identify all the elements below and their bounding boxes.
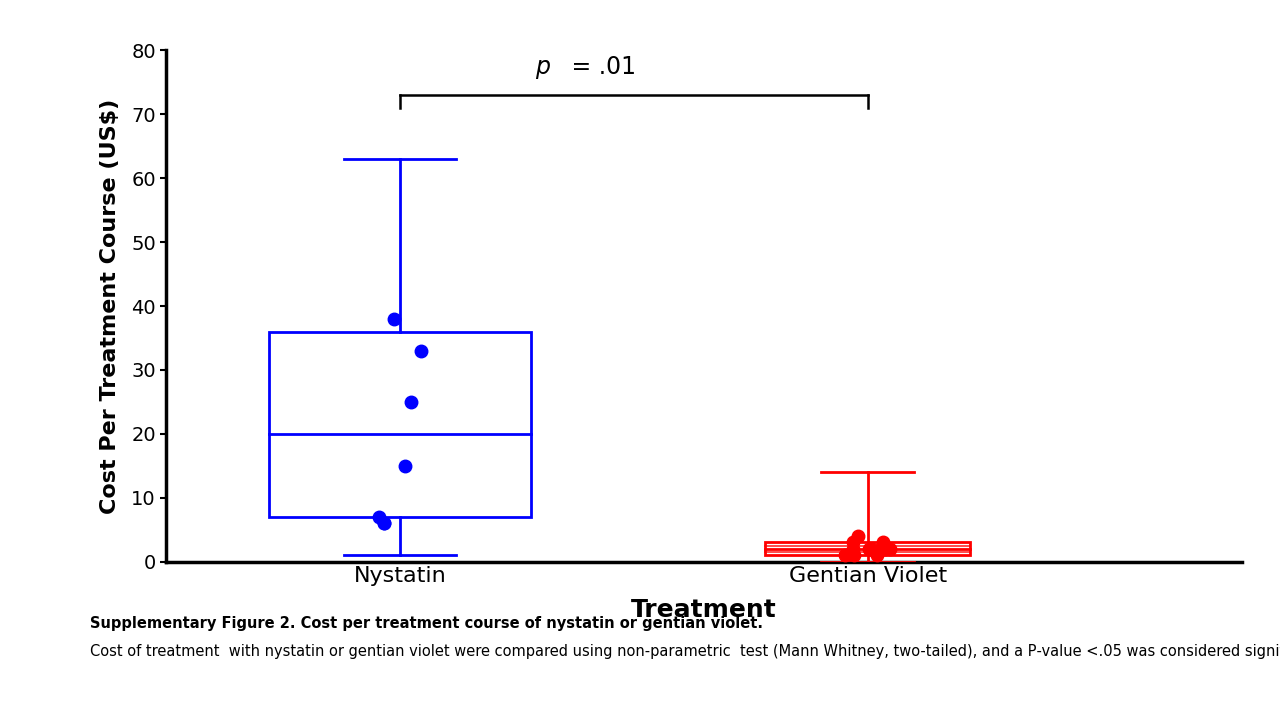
Text: Cost of treatment  with nystatin or gentian violet were compared using non-param: Cost of treatment with nystatin or genti… (90, 644, 1280, 660)
X-axis label: Treatment: Treatment (631, 598, 777, 621)
Bar (764, 542, 970, 555)
Text: p: p (535, 55, 549, 79)
Text: Supplementary Figure 2. Cost per treatment course of nystatin or gentian violet.: Supplementary Figure 2. Cost per treatme… (90, 616, 763, 631)
Bar (269, 331, 531, 517)
Y-axis label: Cost Per Treatment Course (US$): Cost Per Treatment Course (US$) (100, 99, 120, 513)
Text: = .01: = .01 (563, 55, 636, 79)
